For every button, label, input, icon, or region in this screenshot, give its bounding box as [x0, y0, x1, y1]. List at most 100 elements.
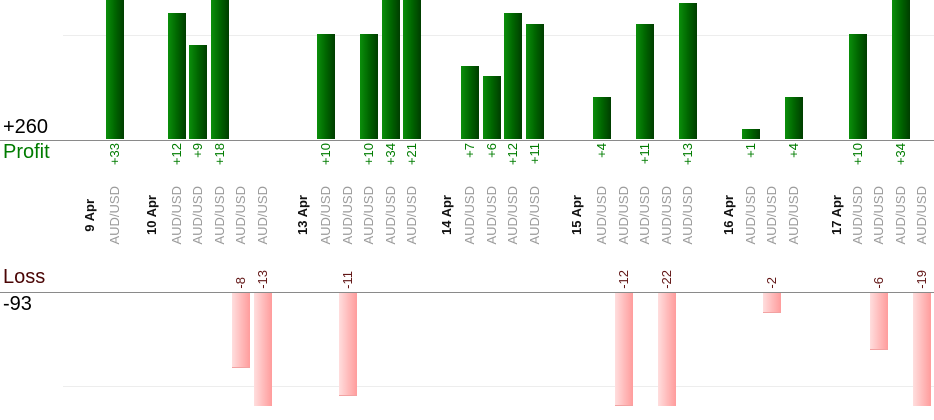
loss-bar	[614, 293, 633, 406]
rotated-label-text: +34	[382, 143, 398, 166]
date-label: 14 Apr	[436, 180, 458, 250]
rotated-label-text: -12	[615, 270, 631, 289]
profit-axis-line	[0, 139, 934, 141]
profit-value-label: +12	[502, 143, 524, 201]
date-label: 15 Apr	[566, 180, 588, 250]
rotated-label-text: -13	[254, 270, 270, 289]
date-label: 9 Apr	[79, 180, 101, 250]
profit-gridline	[63, 35, 934, 36]
profit-value-label: +6	[481, 143, 503, 201]
rotated-label-text: +10	[361, 143, 376, 166]
profit-bar	[189, 44, 207, 139]
rotated-label-text: +4	[594, 143, 609, 158]
profit-bars-area	[0, 0, 934, 139]
profit-bar	[741, 128, 760, 139]
profit-bar	[167, 13, 186, 139]
profit-bar	[593, 97, 611, 139]
rotated-label-text: -8	[233, 277, 248, 289]
rotated-label-text: -2	[764, 277, 779, 289]
loss-bar	[338, 293, 357, 397]
profit-value-label: +34	[890, 143, 912, 201]
rotated-label-text: +6	[483, 143, 499, 158]
profit-value-label: +11	[634, 143, 656, 201]
loss-value-label: -19	[911, 236, 933, 289]
profit-bar	[317, 34, 335, 139]
profit-bar	[381, 0, 400, 139]
loss-bars-area	[0, 293, 934, 406]
profit-value-label: +18	[209, 143, 231, 201]
date-label-text: 17 Apr	[829, 195, 844, 235]
rotated-label-text: +7	[462, 143, 477, 158]
date-label: 16 Apr	[718, 180, 740, 250]
profit-bar	[106, 0, 124, 139]
rotated-label-text: +9	[190, 143, 205, 158]
rotated-label-text: +34	[892, 143, 908, 166]
profit-value-label: +12	[166, 143, 188, 201]
rotated-label-text: +12	[168, 143, 184, 166]
date-label-text: 9 Apr	[82, 198, 97, 232]
profit-value-label: +10	[847, 143, 869, 201]
loss-bar	[870, 293, 888, 350]
profit-bar	[482, 76, 501, 139]
date-label-text: 15 Apr	[569, 195, 584, 235]
profit-value-label: +1	[740, 143, 762, 201]
rotated-label-text: +33	[107, 143, 122, 166]
profit-value-label: +21	[401, 143, 423, 201]
profit-bar	[636, 23, 654, 139]
profit-bar	[461, 65, 479, 139]
loss-axis-label: Loss	[3, 266, 46, 288]
date-label: 13 Apr	[292, 180, 314, 250]
loss-value-label: -12	[613, 236, 635, 289]
date-label-text: 16 Apr	[721, 195, 736, 235]
loss-value-label: -2	[761, 236, 783, 289]
loss-value-label: -22	[656, 236, 678, 289]
profit-bar	[848, 34, 867, 139]
profit-bar	[525, 23, 544, 139]
profit-value-label: +10	[358, 143, 380, 201]
profit-bar	[210, 0, 229, 139]
loss-bar	[763, 293, 781, 313]
rotated-label-text: +4	[785, 143, 801, 158]
profit-value-label: +33	[104, 143, 126, 201]
profit-value-label: +9	[187, 143, 209, 201]
profit-value-label: +34	[380, 143, 402, 201]
profit-bar	[891, 0, 910, 139]
loss-value-label: -8	[230, 236, 252, 289]
loss-value-label: -11	[337, 236, 359, 289]
rotated-label-text: +1	[742, 143, 758, 158]
rotated-label-text: -11	[339, 271, 355, 289]
loss-bar	[253, 293, 272, 406]
rotated-label-text: +11	[526, 143, 542, 165]
rotated-label-text: +13	[680, 143, 695, 166]
profit-total: +260	[3, 116, 49, 138]
profit-value-label: +4	[591, 143, 613, 201]
date-label-text: 13 Apr	[295, 195, 310, 235]
rotated-label-text: +11	[637, 143, 652, 165]
rotated-label-text: +18	[211, 143, 227, 166]
profit-bar	[504, 13, 522, 139]
loss-value-label: -13	[252, 236, 274, 289]
loss-total: -93	[3, 293, 32, 315]
profit-value-label: +4	[783, 143, 805, 201]
profit-bar	[784, 97, 803, 139]
profit-bar	[360, 34, 378, 139]
profit-bar	[403, 0, 421, 139]
loss-bar	[657, 293, 676, 406]
loss-gridline	[63, 386, 934, 387]
rotated-label-text: -6	[871, 277, 886, 289]
rotated-label-text: +10	[849, 143, 865, 166]
date-label: 17 Apr	[826, 180, 848, 250]
rotated-label-text: +12	[505, 143, 520, 166]
rotated-label-text: -22	[658, 270, 674, 289]
rotated-label-text: -19	[914, 270, 929, 289]
rotated-label-text: +10	[318, 143, 333, 166]
loss-value-label: -6	[868, 236, 890, 289]
rotated-label-text: +21	[404, 143, 419, 166]
profit-value-label: +13	[677, 143, 699, 201]
profit-value-label: +11	[524, 143, 546, 201]
loss-bar	[913, 293, 931, 406]
date-label: 10 Apr	[141, 180, 163, 250]
profit-bar	[679, 2, 697, 139]
date-label-text: 10 Apr	[144, 195, 159, 235]
